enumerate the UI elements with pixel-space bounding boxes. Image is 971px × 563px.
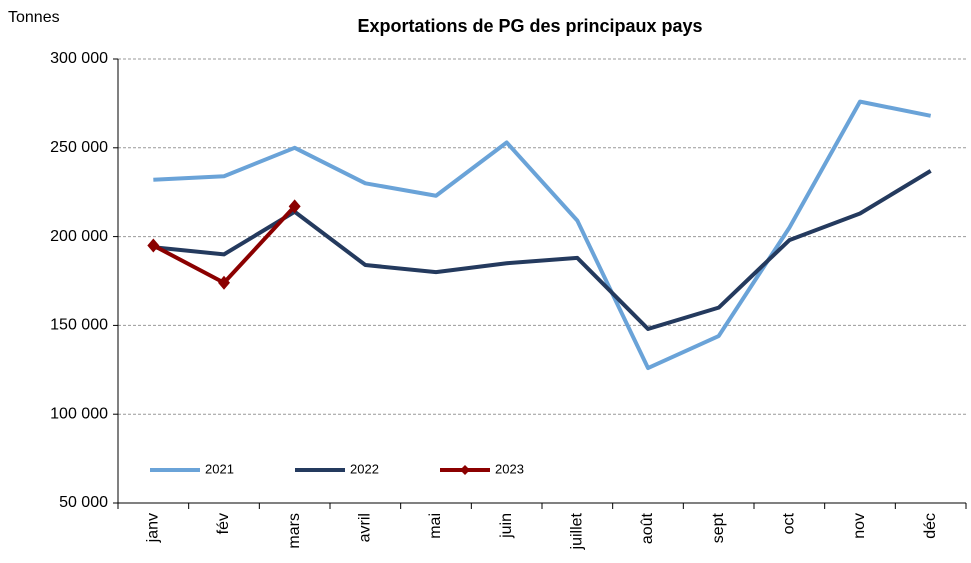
x-tick-label: juin	[498, 513, 515, 539]
y-tick-label: 100 000	[50, 405, 108, 422]
y-tick-label: 150 000	[50, 317, 108, 334]
y-tick-label: 300 000	[50, 50, 108, 67]
x-tick-label: août	[639, 512, 656, 544]
x-tick-label: fév	[215, 513, 232, 534]
x-tick-label: janv	[145, 513, 162, 543]
y-axis-label: Tonnes	[8, 9, 60, 26]
series-marker	[288, 199, 301, 214]
legend-label: 2023	[495, 461, 524, 476]
series-line	[153, 169, 932, 331]
x-tick-label: déc	[922, 513, 939, 539]
series-marker	[218, 275, 230, 290]
series-line	[153, 99, 932, 371]
x-tick-label: sept	[710, 512, 727, 543]
legend-label: 2021	[205, 461, 234, 476]
legend-marker	[460, 465, 470, 475]
y-tick-label: 250 000	[50, 139, 108, 156]
x-tick-label: mai	[427, 513, 444, 539]
series-marker	[147, 238, 160, 253]
x-tick-label: mars	[286, 513, 303, 549]
legend-label: 2022	[350, 461, 379, 476]
x-tick-label: nov	[851, 513, 868, 539]
y-tick-label: 200 000	[50, 228, 108, 245]
x-tick-label: oct	[781, 512, 798, 534]
x-tick-label: juillet	[569, 512, 586, 550]
chart-title: Exportations de PG des principaux pays	[357, 16, 702, 36]
x-tick-label: avril	[357, 513, 374, 542]
series-line	[152, 205, 297, 285]
y-tick-label: 50 000	[59, 494, 108, 511]
